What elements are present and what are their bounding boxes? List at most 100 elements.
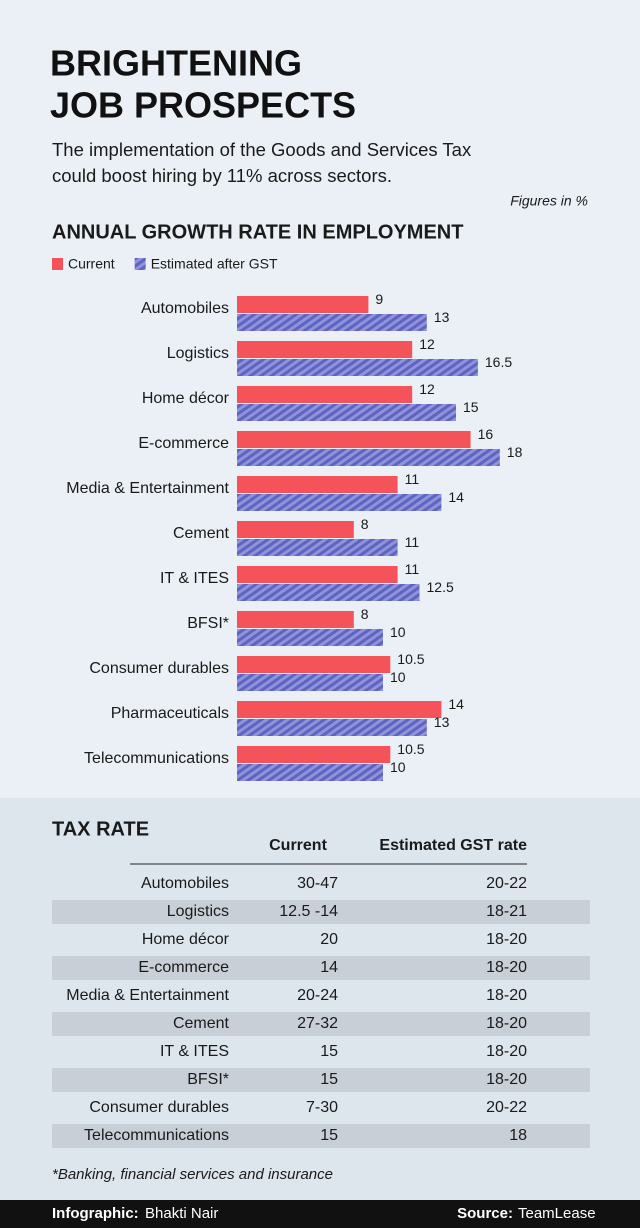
row-label: Consumer durables bbox=[89, 1099, 229, 1116]
bar bbox=[237, 674, 383, 691]
bar bbox=[237, 476, 398, 493]
category-label: Pharmaceuticals bbox=[111, 705, 229, 722]
value-label: 16 bbox=[478, 426, 494, 442]
bar bbox=[237, 341, 413, 358]
cell: 15 bbox=[320, 1127, 338, 1144]
category-label: Home décor bbox=[142, 390, 230, 407]
cell: 20-24 bbox=[297, 987, 338, 1004]
value-label: 14 bbox=[448, 489, 464, 505]
subtitle: could boost hiring by 11% across sectors… bbox=[52, 165, 392, 186]
bar bbox=[237, 404, 456, 421]
cell: 18-20 bbox=[486, 1043, 527, 1060]
cell: 20-22 bbox=[486, 1099, 527, 1116]
category-label: Consumer durables bbox=[89, 660, 229, 677]
footnote: *Banking, financial services and insuran… bbox=[52, 1166, 333, 1183]
cell: 18-20 bbox=[486, 987, 527, 1004]
cell: 12.5 -14 bbox=[279, 903, 338, 920]
legend-label: Current bbox=[68, 256, 115, 272]
credit-label: Infographic: bbox=[52, 1205, 139, 1222]
note: Figures in % bbox=[510, 193, 588, 209]
bar bbox=[237, 314, 427, 331]
value-label: 8 bbox=[361, 516, 369, 532]
value-label: 13 bbox=[434, 309, 450, 325]
value-label: 12 bbox=[419, 381, 435, 397]
bar bbox=[237, 566, 398, 583]
footer-bar bbox=[0, 1200, 640, 1228]
legend-label: Estimated after GST bbox=[151, 256, 278, 272]
column-header: Estimated GST rate bbox=[379, 837, 527, 854]
row-label: Home décor bbox=[142, 931, 230, 948]
category-label: Logistics bbox=[167, 345, 229, 362]
bar bbox=[237, 494, 442, 511]
value-label: 11 bbox=[405, 471, 420, 487]
title: JOB PROSPECTS bbox=[50, 85, 356, 126]
cell: 20-22 bbox=[486, 875, 527, 892]
table-title: TAX RATE bbox=[52, 818, 149, 840]
cell: 15 bbox=[320, 1043, 338, 1060]
bar bbox=[237, 521, 354, 538]
row-stripe bbox=[52, 1124, 590, 1148]
bar bbox=[237, 584, 420, 601]
cell: 27-32 bbox=[297, 1015, 338, 1032]
bar bbox=[237, 431, 471, 448]
cell: 7-30 bbox=[306, 1099, 338, 1116]
value-label: 10.5 bbox=[397, 741, 424, 757]
source: TeamLease bbox=[518, 1205, 596, 1222]
value-label: 15 bbox=[463, 399, 479, 415]
legend-swatch bbox=[134, 258, 146, 270]
cell: 30-47 bbox=[297, 875, 338, 892]
value-label: 16.5 bbox=[485, 354, 512, 370]
cell: 14 bbox=[320, 959, 338, 976]
bar bbox=[237, 611, 354, 628]
value-label: 9 bbox=[375, 291, 383, 307]
source-label: Source: bbox=[457, 1205, 513, 1222]
row-label: Media & Entertainment bbox=[66, 987, 229, 1004]
row-stripe bbox=[52, 956, 590, 980]
row-label: Telecommunications bbox=[84, 1127, 229, 1144]
row-label: E-commerce bbox=[138, 959, 229, 976]
bar bbox=[237, 359, 478, 376]
row-stripe bbox=[52, 1012, 590, 1036]
bar bbox=[237, 296, 369, 313]
cell: 15 bbox=[320, 1071, 338, 1088]
row-label: Cement bbox=[173, 1015, 230, 1032]
category-label: IT & ITES bbox=[160, 570, 229, 587]
row-stripe bbox=[52, 1068, 590, 1092]
title: BRIGHTENING bbox=[50, 43, 302, 84]
value-label: 10.5 bbox=[397, 651, 424, 667]
row-stripe bbox=[52, 900, 590, 924]
row-label: Logistics bbox=[167, 903, 229, 920]
bar bbox=[237, 701, 442, 718]
cell: 20 bbox=[320, 931, 338, 948]
row-label: BFSI* bbox=[187, 1071, 229, 1088]
row-label: IT & ITES bbox=[160, 1043, 229, 1060]
subtitle: The implementation of the Goods and Serv… bbox=[52, 139, 472, 160]
bar bbox=[237, 386, 413, 403]
cell: 18-20 bbox=[486, 1015, 527, 1032]
category-label: BFSI* bbox=[187, 615, 229, 632]
category-label: Telecommunications bbox=[84, 750, 229, 767]
value-label: 11 bbox=[405, 534, 420, 550]
cell: 18-21 bbox=[486, 903, 527, 920]
category-label: Media & Entertainment bbox=[66, 480, 229, 497]
value-label: 10 bbox=[390, 624, 406, 640]
category-label: E-commerce bbox=[138, 435, 229, 452]
value-label: 11 bbox=[405, 561, 420, 577]
column-header: Current bbox=[269, 837, 327, 854]
legend-swatch bbox=[52, 258, 63, 270]
value-label: 10 bbox=[390, 759, 406, 775]
bar bbox=[237, 656, 391, 673]
value-label: 12 bbox=[419, 336, 435, 352]
bar bbox=[237, 764, 383, 781]
bar bbox=[237, 629, 383, 646]
bar bbox=[237, 449, 500, 466]
chart-title: ANNUAL GROWTH RATE IN EMPLOYMENT bbox=[52, 221, 463, 243]
value-label: 13 bbox=[434, 714, 450, 730]
value-label: 18 bbox=[507, 444, 523, 460]
value-label: 12.5 bbox=[427, 579, 454, 595]
credit: Bhakti Nair bbox=[145, 1205, 218, 1222]
cell: 18 bbox=[509, 1127, 527, 1144]
bar bbox=[237, 746, 391, 763]
category-label: Automobiles bbox=[141, 300, 229, 317]
value-label: 10 bbox=[390, 669, 406, 685]
